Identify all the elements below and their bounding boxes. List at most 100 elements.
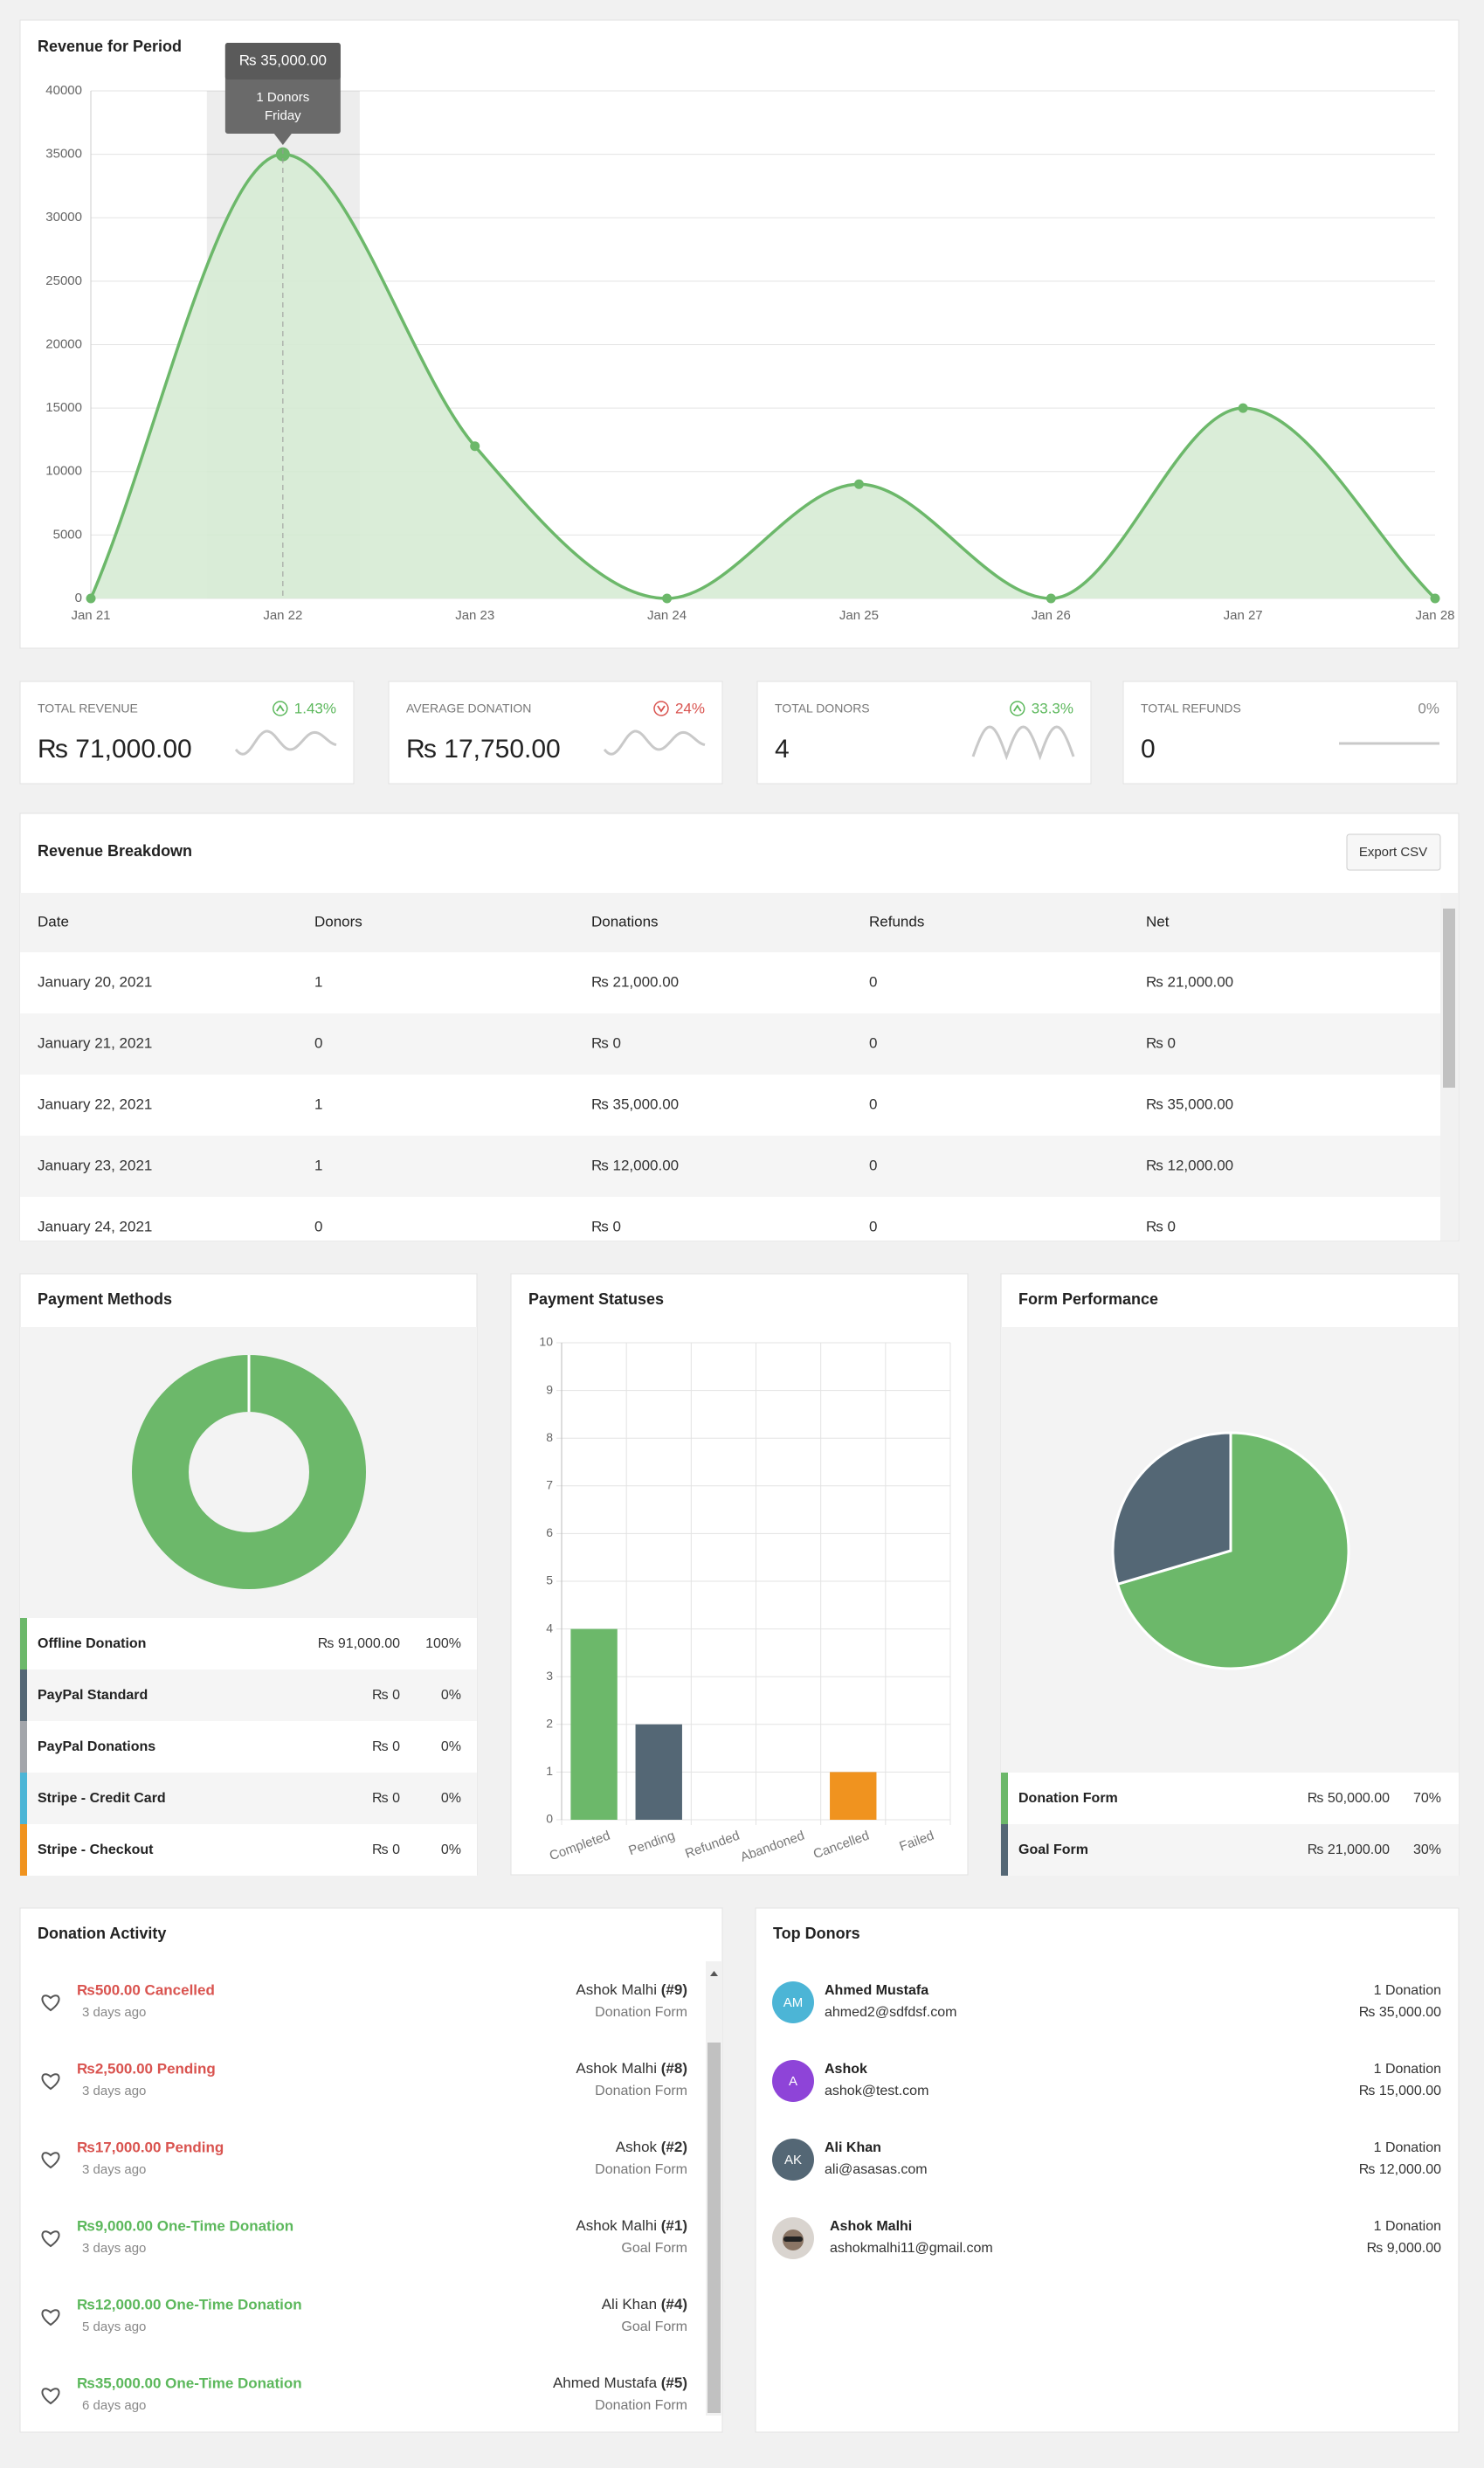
legend-swatch — [20, 1618, 27, 1670]
x-tick-label: Jan 22 — [263, 608, 302, 623]
activity-card — [19, 1907, 723, 2433]
table-row — [20, 1013, 1440, 1075]
y-tick-label: 40000 — [45, 83, 82, 98]
column-header: Donations — [591, 913, 659, 930]
legend-share: 0% — [441, 1791, 461, 1806]
table-cell: ₨ 0 — [591, 1218, 621, 1234]
legend-share: 70% — [1413, 1791, 1441, 1806]
point — [1238, 403, 1248, 413]
activity-time: 3 days ago — [82, 2241, 146, 2256]
trend-icon — [273, 701, 288, 716]
legend-name: Offline Donation — [38, 1636, 146, 1651]
stat-change: 1.43% — [294, 700, 336, 716]
activity-donor: Ashok Malhi (#8) — [576, 2060, 687, 2077]
y-tick-label: 5000 — [53, 527, 82, 542]
y-tick-label: 6 — [546, 1525, 553, 1539]
stat-change: 33.3% — [1032, 700, 1073, 716]
trend-arrow — [276, 704, 285, 712]
activity-amount: ₨35,000.00 One-Time Donation — [77, 2375, 302, 2391]
donor-name: Ahmed Mustafa — [825, 1983, 928, 1998]
activity-form: Donation Form — [595, 2084, 687, 2098]
x-tick-label: Jan 25 — [839, 608, 879, 623]
scroll-up — [710, 1971, 718, 1976]
donation-id: (#9) — [661, 1981, 687, 1998]
y-tick-label: 0 — [546, 1812, 553, 1826]
table-cell: January 20, 2021 — [38, 973, 152, 990]
stat-card — [756, 681, 1092, 785]
donor-email: ashokmalhi11@gmail.com — [830, 2241, 993, 2256]
legend-name: Goal Form — [1018, 1842, 1088, 1857]
legend-swatch — [1001, 1824, 1008, 1876]
legend-value: ₨ 0 — [372, 1791, 400, 1806]
y-tick-label: 10000 — [45, 464, 82, 479]
scrollbar-thumb — [707, 2043, 721, 2413]
slice — [1111, 1431, 1232, 1587]
y-tick-label: 4 — [546, 1621, 553, 1635]
y-tick-label: 1 — [546, 1764, 553, 1778]
activity-time: 3 days ago — [82, 2162, 146, 2177]
heart-icon — [41, 2073, 60, 2091]
table-cell: January 21, 2021 — [38, 1034, 152, 1051]
y-tick-label: 0 — [75, 591, 82, 605]
table-cell: 1 — [314, 1096, 322, 1112]
column-header: Donors — [314, 913, 362, 930]
heart-icon — [41, 2309, 60, 2326]
table-cell: ₨ 0 — [591, 1034, 621, 1051]
y-tick-label: 7 — [546, 1478, 553, 1492]
legend-share: 30% — [1413, 1842, 1441, 1857]
area — [91, 154, 1435, 598]
y-tick-label: 8 — [546, 1430, 553, 1444]
activity-amount: ₨17,000.00 Pending — [77, 2139, 224, 2155]
column-header: Date — [38, 913, 69, 930]
bar — [570, 1628, 618, 1820]
export-button[interactable] — [1346, 833, 1441, 871]
chart-title: Revenue for Period — [38, 38, 182, 55]
y-tick-label: 30000 — [45, 210, 82, 225]
avatar-glasses — [783, 2236, 803, 2242]
donation-id: (#2) — [661, 2139, 687, 2155]
legend-value: ₨ 21,000.00 — [1308, 1842, 1390, 1857]
tooltip-head — [224, 43, 341, 80]
x-tick-label: Jan 24 — [647, 608, 687, 623]
stat-card — [388, 681, 723, 785]
table-cell: ₨ 35,000.00 — [591, 1096, 679, 1112]
stat-change: 24% — [675, 700, 705, 716]
legend-row — [20, 1670, 477, 1721]
donor-amount: ₨ 9,000.00 — [1367, 2241, 1441, 2256]
donor-name: Ashok Malhi — [576, 1981, 657, 1998]
scrollbar-thumb — [1443, 909, 1455, 1088]
stat-value: ₨ 71,000.00 — [38, 735, 192, 764]
legend-share: 0% — [441, 1688, 461, 1703]
donor-count: 1 Donation — [1374, 2062, 1441, 2077]
activity-donor: Ahmed Mustafa (#5) — [553, 2375, 687, 2391]
activity-time: 3 days ago — [82, 2084, 146, 2098]
table-cell: 1 — [314, 1157, 322, 1173]
y-tick-label: 20000 — [45, 336, 82, 351]
activity-donor: Ashok Malhi (#9) — [576, 1981, 687, 1998]
sparkline — [603, 729, 706, 756]
table-title: Revenue Breakdown — [38, 842, 192, 860]
stat-value: 4 — [775, 735, 790, 764]
table-row — [20, 1075, 1440, 1136]
legend-row — [1001, 1824, 1459, 1876]
legend-name: Stripe - Checkout — [38, 1842, 154, 1857]
bar — [830, 1772, 877, 1820]
point — [86, 593, 96, 604]
point — [853, 479, 864, 489]
donor-name: Ahmed Mustafa — [553, 2375, 658, 2391]
table-cell: 0 — [314, 1218, 322, 1234]
legend-row — [20, 1721, 477, 1773]
donors-card — [755, 1907, 1460, 2433]
donor-amount: ₨ 35,000.00 — [1359, 2005, 1441, 2020]
stat-card — [19, 681, 355, 785]
table-cell: 0 — [869, 1157, 877, 1173]
donor-name: Ashok Malhi — [576, 2060, 657, 2077]
avatar-initials: AK — [784, 2153, 802, 2167]
avatar — [772, 1981, 814, 2023]
activity-form: Donation Form — [595, 2005, 687, 2020]
donation-id: (#5) — [661, 2375, 687, 2391]
table-header — [20, 893, 1440, 952]
sparkline — [971, 725, 1075, 761]
y-tick-label: 35000 — [45, 147, 82, 162]
